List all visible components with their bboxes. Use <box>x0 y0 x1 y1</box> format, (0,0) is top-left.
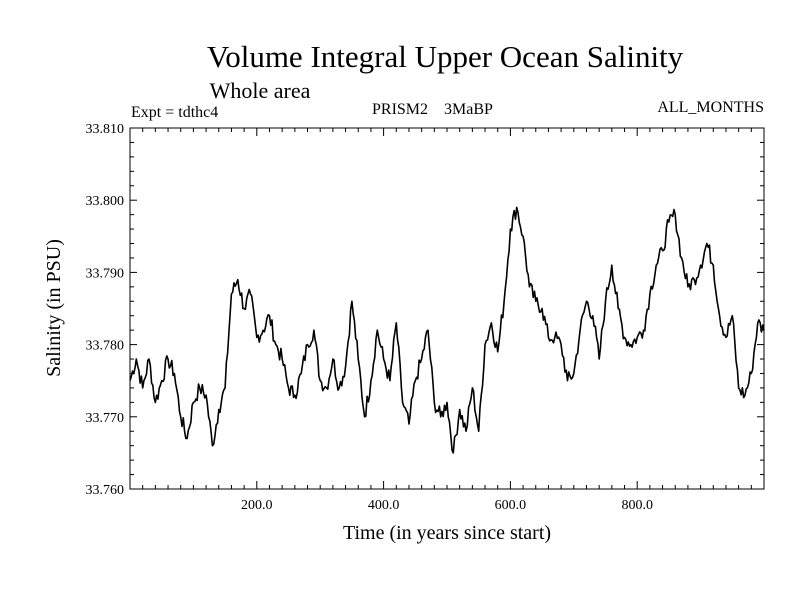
y-tick-label: 33.760 <box>86 483 125 498</box>
y-tick-label: 33.780 <box>86 339 125 354</box>
x-tick-label: 400.0 <box>368 498 400 513</box>
y-axis-label: Salinity (in PSU) <box>43 239 65 377</box>
x-tick-label: 800.0 <box>621 498 653 513</box>
x-tick-label: 600.0 <box>495 498 527 513</box>
y-tick-label: 33.770 <box>86 411 125 426</box>
chart-subtitle: Whole area <box>210 78 311 103</box>
salinity-series-line <box>129 206 765 454</box>
y-tick-label: 33.810 <box>86 122 125 137</box>
x-axis: 200.0 400.0 600.0 800.0 <box>129 128 765 513</box>
header-expt: Expt = tdthc4 <box>131 104 218 121</box>
plot-frame <box>129 127 765 490</box>
header-run: PRISM2 3MaBP <box>372 101 493 118</box>
y-tick-label: 33.800 <box>86 194 125 209</box>
x-tick-label: 200.0 <box>241 498 273 513</box>
header-months: ALL_MONTHS <box>657 99 764 116</box>
x-axis-label: Time (in years since start) <box>343 522 551 544</box>
chart-title: Volume Integral Upper Ocean Salinity <box>207 39 684 74</box>
y-axis: 33.760 33.770 33.780 33.790 33.800 33.810 <box>86 122 764 498</box>
y-tick-label: 33.790 <box>86 266 125 281</box>
